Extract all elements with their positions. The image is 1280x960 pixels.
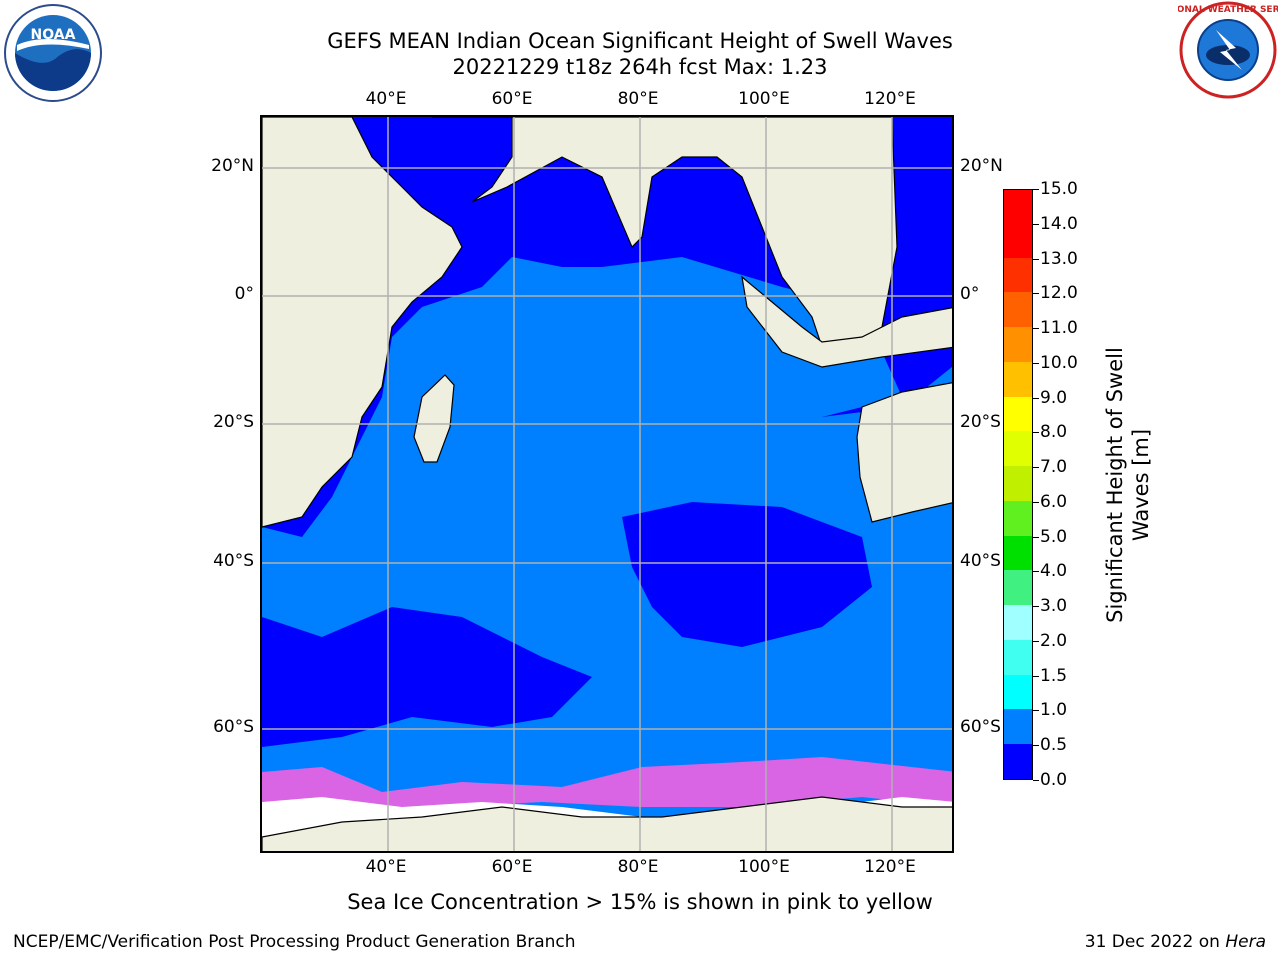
colorbar-segment: [1004, 709, 1032, 745]
colorbar-segment: [1004, 535, 1032, 571]
colorbar-segment: [1004, 361, 1032, 397]
land-indonesia: [741, 275, 952, 368]
colorbar-tick-label: 1.0: [1040, 700, 1068, 721]
colorbar-tick-mark: [1033, 780, 1039, 781]
colorbar-segment: [1004, 674, 1032, 710]
lon-tick-bottom: 60°E: [491, 857, 533, 877]
gridlines: [262, 117, 952, 851]
colorbar-tick-label: 15.0: [1040, 179, 1078, 199]
footer-date: 31 Dec 2022 on Hera: [1085, 932, 1266, 952]
footer-date-text: 31 Dec 2022 on: [1084, 932, 1226, 952]
colorbar-segment: [1004, 430, 1032, 467]
colorbar-tick-mark: [1033, 223, 1039, 225]
footer-host: Hera: [1225, 932, 1266, 952]
colorbar-label-text: Significant Height of Swell Waves [m]: [1103, 347, 1153, 623]
low-swell-southern-blob: [622, 502, 872, 647]
noaa-logo-text: NOAA: [31, 27, 76, 43]
colorbar-segment: [1004, 743, 1032, 779]
chart-subtitle: 20221229 t18z 264h fcst Max: 1.23: [452, 55, 828, 79]
lat-tick-right: 20°N: [960, 156, 1003, 176]
lon-tick-top: 100°E: [738, 89, 790, 109]
footer-credit: NCEP/EMC/Verification Post Processing Pr…: [13, 932, 576, 952]
lat-tick-left: 60°S: [213, 717, 254, 737]
colorbar-tick-mark: [1033, 467, 1039, 469]
map-panel: [260, 115, 954, 853]
colorbar-tick-mark: [1033, 362, 1039, 364]
colorbar-tick-label: 14.0: [1040, 213, 1078, 234]
colorbar-tick-mark: [1033, 328, 1039, 330]
land-australia: [856, 382, 952, 523]
colorbar-tick-label: 13.0: [1040, 248, 1078, 269]
lat-tick-left: 0°: [234, 284, 254, 304]
colorbar: [1003, 189, 1033, 780]
colorbar-tick-label: 8.0: [1040, 422, 1068, 443]
colorbar-segment: [1004, 465, 1032, 501]
lon-tick-bottom: 40°E: [365, 857, 407, 877]
lat-tick-left: 20°N: [211, 156, 254, 176]
colorbar-segment: [1004, 291, 1032, 328]
lon-tick-top: 40°E: [365, 89, 407, 109]
colorbar-tick-label: 7.0: [1040, 457, 1068, 478]
colorbar-segment: [1004, 190, 1032, 223]
low-swell-southwest: [262, 607, 592, 747]
lat-tick-right: 60°S: [960, 717, 1001, 737]
nws-logo: NATIONAL WEATHER SERVICE: [1178, 1, 1278, 99]
colorbar-tick-mark: [1033, 571, 1039, 573]
lat-tick-left: 20°S: [213, 412, 254, 432]
lon-tick-top: 60°E: [491, 89, 533, 109]
colorbar-tick-label: 0.5: [1040, 735, 1068, 756]
lon-tick-bottom: 80°E: [617, 857, 659, 877]
noaa-logo: NOAA: [4, 4, 102, 102]
colorbar-segment: [1004, 500, 1032, 536]
colorbar-segment: [1004, 257, 1032, 293]
lon-tick-top: 80°E: [617, 89, 659, 109]
lat-tick-right: 40°S: [960, 551, 1001, 571]
colorbar-tick-label: 4.0: [1040, 561, 1068, 582]
colorbar-tick-mark: [1033, 710, 1039, 712]
colorbar-tick-label: 6.0: [1040, 491, 1068, 512]
colorbar-tick-mark: [1033, 606, 1039, 608]
colorbar-tick-mark: [1033, 745, 1039, 747]
colorbar-tick-mark: [1033, 432, 1039, 434]
lon-tick-top: 120°E: [864, 89, 916, 109]
colorbar-segment: [1004, 604, 1032, 640]
lat-tick-right: 0°: [960, 284, 980, 304]
land-antarctica: [262, 796, 952, 851]
lon-tick-bottom: 100°E: [738, 857, 790, 877]
nws-logo-text: NATIONAL WEATHER SERVICE: [1178, 5, 1278, 15]
colorbar-tick-label: 11.0: [1040, 318, 1078, 339]
colorbar-tick-mark: [1033, 397, 1039, 399]
colorbar-tick-mark: [1033, 675, 1039, 677]
lon-tick-bottom: 120°E: [864, 857, 916, 877]
lat-tick-left: 40°S: [213, 551, 254, 571]
colorbar-tick-mark: [1033, 293, 1039, 295]
colorbar-segment: [1004, 222, 1032, 258]
colorbar-tick-label: 10.0: [1040, 352, 1078, 373]
colorbar-segment: [1004, 396, 1032, 432]
sea-ice-edge: [262, 757, 952, 827]
sea-ice-note: Sea Ice Concentration > 15% is shown in …: [347, 890, 933, 914]
colorbar-segment: [1004, 569, 1032, 606]
colorbar-tick-mark: [1033, 501, 1039, 503]
colorbar-segment: [1004, 639, 1032, 675]
colorbar-tick-label: 2.0: [1040, 630, 1068, 651]
colorbar-tick-mark: [1033, 640, 1039, 642]
colorbar-tick-label: 3.0: [1040, 596, 1068, 617]
colorbar-tick-label: 5.0: [1040, 526, 1068, 547]
land-madagascar: [413, 374, 455, 463]
colorbar-tick-label: 9.0: [1040, 387, 1068, 408]
colorbar-tick-mark: [1033, 258, 1039, 260]
lat-tick-right: 20°S: [960, 412, 1001, 432]
colorbar-tick-mark: [1033, 189, 1039, 190]
colorbar-tick-label: 0.0: [1040, 770, 1068, 790]
colorbar-label: Significant Height of Swell Waves [m]: [1102, 335, 1154, 635]
colorbar-tick-label: 1.5: [1040, 665, 1068, 686]
colorbar-segment: [1004, 326, 1032, 362]
colorbar-tick-label: 12.0: [1040, 283, 1078, 304]
chart-title: GEFS MEAN Indian Ocean Significant Heigh…: [327, 29, 953, 53]
colorbar-tick-mark: [1033, 536, 1039, 538]
map-canvas: [262, 117, 952, 851]
